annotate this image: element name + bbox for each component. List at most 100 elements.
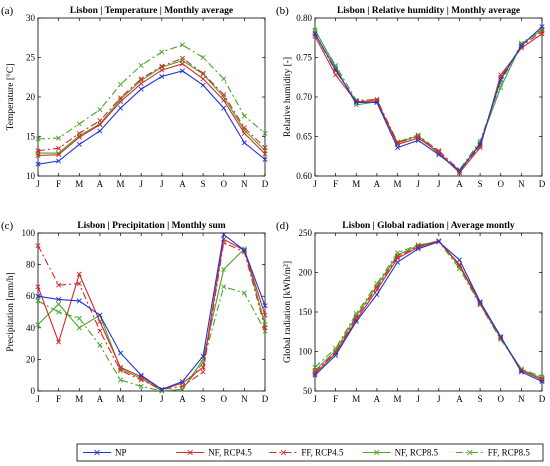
x-tick-label: M <box>75 394 83 404</box>
chart-panel-4: (d) Lisbon | Global radiation | Average m… <box>276 220 546 404</box>
data-point <box>241 130 247 136</box>
data-point <box>118 377 124 383</box>
data-point <box>456 167 462 173</box>
plot-area <box>314 232 543 392</box>
data-point <box>262 303 268 309</box>
x-tick-label: J <box>139 394 143 404</box>
x-tick-label: A <box>456 394 463 404</box>
x-tick-label: F <box>333 394 338 404</box>
x-tick-label: A <box>179 394 186 404</box>
x-tick-label: D <box>539 394 546 404</box>
data-point <box>56 339 62 345</box>
legend-label: FF, RCP8.5 <box>488 448 531 458</box>
plot-area <box>37 17 266 177</box>
series-np <box>312 239 545 385</box>
data-point <box>312 31 318 37</box>
x-tick-label: J <box>160 179 164 189</box>
x-tick-label: A <box>179 179 186 189</box>
data-point <box>138 81 144 87</box>
series-line <box>37 233 266 391</box>
x-tick-label: O <box>497 394 504 404</box>
data-point <box>477 299 483 305</box>
series-line <box>37 63 266 157</box>
x-tick-label: J <box>36 394 40 404</box>
data-point <box>35 243 41 249</box>
series-line <box>314 241 543 378</box>
plot-area <box>314 17 543 177</box>
x-tick-label: M <box>352 179 360 189</box>
plot-area <box>37 232 266 392</box>
legend-entry: NF, RCP4.5 <box>176 448 252 458</box>
data-point <box>539 31 545 37</box>
data-point <box>498 77 504 83</box>
series-line <box>314 30 543 172</box>
data-point <box>179 68 185 74</box>
data-point <box>312 372 318 378</box>
data-point <box>241 290 247 296</box>
data-point <box>200 353 206 359</box>
series-line <box>37 44 266 140</box>
y-tick-label: 200 <box>299 268 313 278</box>
data-point <box>76 141 82 147</box>
data-point <box>333 72 339 78</box>
series-ff-rcp8-5 <box>35 42 268 142</box>
series-line <box>37 238 266 390</box>
x-tick-label: F <box>56 179 61 189</box>
legend-label: FF, RCP4.5 <box>301 448 344 458</box>
data-point <box>159 63 165 69</box>
data-point <box>221 97 227 103</box>
x-tick-label: F <box>333 179 338 189</box>
data-point <box>56 135 62 141</box>
legend-entry: NF, RCP8.5 <box>362 448 439 458</box>
data-point <box>56 158 62 164</box>
x-tick-label: D <box>262 179 269 189</box>
legend-label: NP <box>115 448 127 458</box>
data-point <box>333 352 339 358</box>
y-tick-label: 0.80 <box>296 13 312 23</box>
data-point <box>179 55 185 61</box>
data-point <box>262 156 268 162</box>
series-np <box>35 68 268 167</box>
y-tick-label: 20 <box>26 92 36 102</box>
x-tick-label: A <box>374 179 381 189</box>
data-point <box>415 137 421 143</box>
y-tick-label: 30 <box>26 13 36 23</box>
data-point <box>395 254 401 260</box>
panel-label: (d) <box>276 220 289 232</box>
data-point <box>56 301 62 307</box>
x-tick-label: M <box>352 394 360 404</box>
data-point <box>498 85 504 91</box>
series-line <box>314 241 543 382</box>
data-point <box>241 125 247 131</box>
data-point <box>221 266 227 272</box>
data-point <box>97 328 103 334</box>
chart-panel-3: (c) Lisbon | Precipitation | Monthly sum 0… <box>1 220 269 404</box>
data-point <box>138 86 144 92</box>
data-point <box>179 42 185 48</box>
panel-label: (b) <box>276 5 289 17</box>
data-point <box>353 318 359 324</box>
data-point <box>97 128 103 134</box>
data-point <box>539 24 545 30</box>
data-point <box>76 121 82 127</box>
data-point <box>56 152 62 158</box>
data-point <box>118 105 124 111</box>
panel-label: (c) <box>1 220 14 232</box>
data-point <box>262 312 268 318</box>
data-point <box>118 81 124 87</box>
panel-label: (a) <box>1 5 14 17</box>
y-axis-label: Precipitation [mm/h] <box>6 272 16 351</box>
y-axis-label: Temperature [°C] <box>5 64 16 131</box>
data-point <box>97 342 103 348</box>
data-point <box>76 281 82 287</box>
x-tick-label: M <box>394 394 402 404</box>
y-tick-label: 40 <box>26 323 36 333</box>
data-point <box>262 325 268 331</box>
data-point <box>35 161 41 167</box>
x-tick-label: A <box>374 394 381 404</box>
x-tick-label: J <box>416 394 420 404</box>
data-point <box>415 246 421 252</box>
data-point <box>221 284 227 290</box>
data-point <box>477 141 483 147</box>
